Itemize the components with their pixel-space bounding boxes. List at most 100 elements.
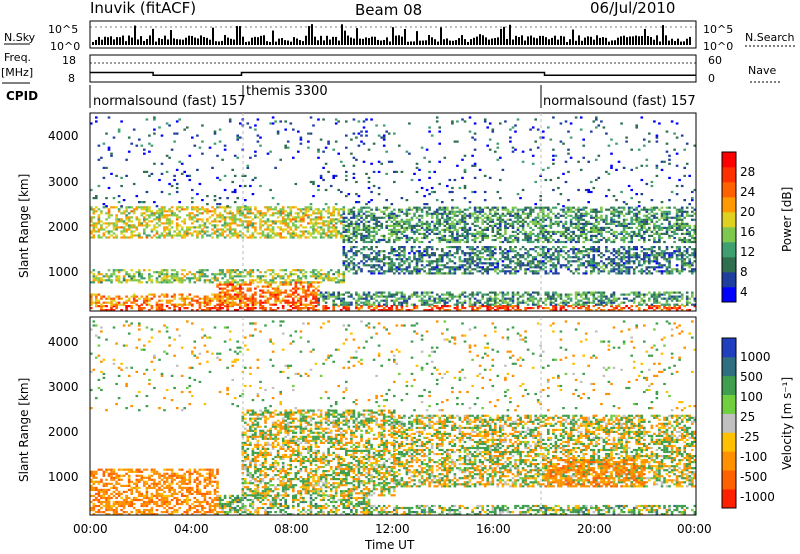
power-cell — [590, 291, 593, 294]
power-cell — [355, 293, 358, 296]
power-cell — [350, 220, 353, 223]
power-cell — [216, 309, 219, 312]
power-cell — [226, 301, 229, 304]
power-cell — [97, 208, 101, 211]
power-cell — [605, 301, 608, 304]
power-cell — [539, 224, 543, 227]
power-cell — [463, 258, 467, 261]
power-cell — [127, 273, 131, 276]
power-cell — [294, 279, 298, 282]
power-cell — [95, 297, 98, 300]
power-cell — [680, 254, 684, 257]
power-cell — [211, 220, 214, 223]
power-cell — [622, 262, 626, 265]
power-cell — [612, 268, 616, 271]
power-cell — [226, 224, 229, 227]
power-cell — [271, 271, 275, 274]
power-cell — [132, 301, 136, 304]
power-cell — [587, 307, 590, 310]
power-cell — [223, 216, 227, 219]
power-cell — [239, 273, 242, 276]
power-cell — [655, 254, 659, 257]
power-cell — [274, 299, 277, 302]
power-cell — [345, 220, 348, 223]
power-cell — [531, 228, 535, 231]
power-cell — [319, 295, 323, 298]
power-cell — [350, 262, 353, 265]
power-cell — [228, 236, 232, 239]
power-cell — [592, 295, 596, 298]
power-cell — [446, 212, 449, 215]
power-cell — [668, 252, 671, 255]
power-cell — [420, 254, 424, 257]
power-cell — [668, 293, 671, 296]
power-cell — [428, 240, 431, 244]
cpid-panel: CPID normalsound (fast) 157 themis 3300 … — [6, 84, 696, 109]
power-cell — [314, 230, 318, 233]
power-cell — [120, 230, 123, 233]
nsky-bar — [512, 39, 514, 45]
power-cell — [607, 250, 611, 253]
power-cell — [387, 228, 391, 231]
power-cell — [191, 232, 194, 235]
power-cell — [352, 252, 356, 255]
power-cell — [600, 293, 603, 296]
nsky-bar — [377, 39, 379, 45]
power-cell — [577, 228, 580, 231]
power-cell — [266, 208, 270, 211]
power-cell — [602, 305, 606, 308]
power-cell — [165, 226, 169, 229]
power-cell — [218, 305, 222, 308]
power-cell — [488, 262, 492, 265]
power-cell — [645, 309, 649, 312]
power-cell — [506, 297, 510, 300]
power-cell — [504, 301, 507, 304]
power-cell — [423, 222, 426, 225]
power-cell — [271, 214, 275, 217]
power-cell — [160, 269, 164, 272]
power-cell — [549, 297, 553, 300]
power-cell — [564, 210, 568, 213]
power-cell — [367, 230, 371, 233]
power-cell — [531, 220, 535, 223]
power-cell — [496, 218, 500, 221]
power-cell — [249, 210, 252, 213]
power-cell — [307, 222, 310, 225]
power-cell — [476, 262, 479, 265]
power-cell — [360, 228, 363, 231]
power-cell — [602, 268, 606, 271]
power-cell — [393, 299, 396, 302]
power-cell — [496, 272, 500, 275]
power-cell — [254, 287, 257, 290]
power-cell — [478, 240, 482, 244]
power-cell — [441, 254, 444, 257]
power-cell — [542, 307, 545, 310]
power-cell — [92, 230, 96, 233]
power-cell — [415, 216, 419, 219]
power-cell — [259, 271, 262, 274]
power-cell — [577, 220, 580, 223]
power-cell — [691, 291, 694, 294]
power-cell — [259, 226, 262, 229]
power-cell — [259, 222, 262, 225]
power-cell — [347, 222, 351, 225]
power-cell — [337, 212, 340, 215]
power-cell — [380, 238, 383, 242]
power-cell — [304, 295, 308, 298]
nsky-bar — [593, 39, 595, 45]
power-cell — [685, 262, 689, 265]
power-cell — [645, 252, 649, 255]
power-cell — [602, 291, 606, 294]
power-cell — [239, 301, 242, 304]
power-cell — [675, 254, 679, 257]
power-cell — [438, 272, 441, 275]
power-cell — [390, 212, 394, 215]
power-cell — [110, 230, 113, 233]
power-cell — [165, 295, 169, 298]
power-cell — [499, 252, 502, 255]
power-cell — [526, 240, 530, 244]
nsky-bar — [542, 35, 544, 45]
power-cell — [249, 273, 252, 276]
power-cell — [233, 222, 237, 225]
power-cell — [446, 252, 449, 255]
